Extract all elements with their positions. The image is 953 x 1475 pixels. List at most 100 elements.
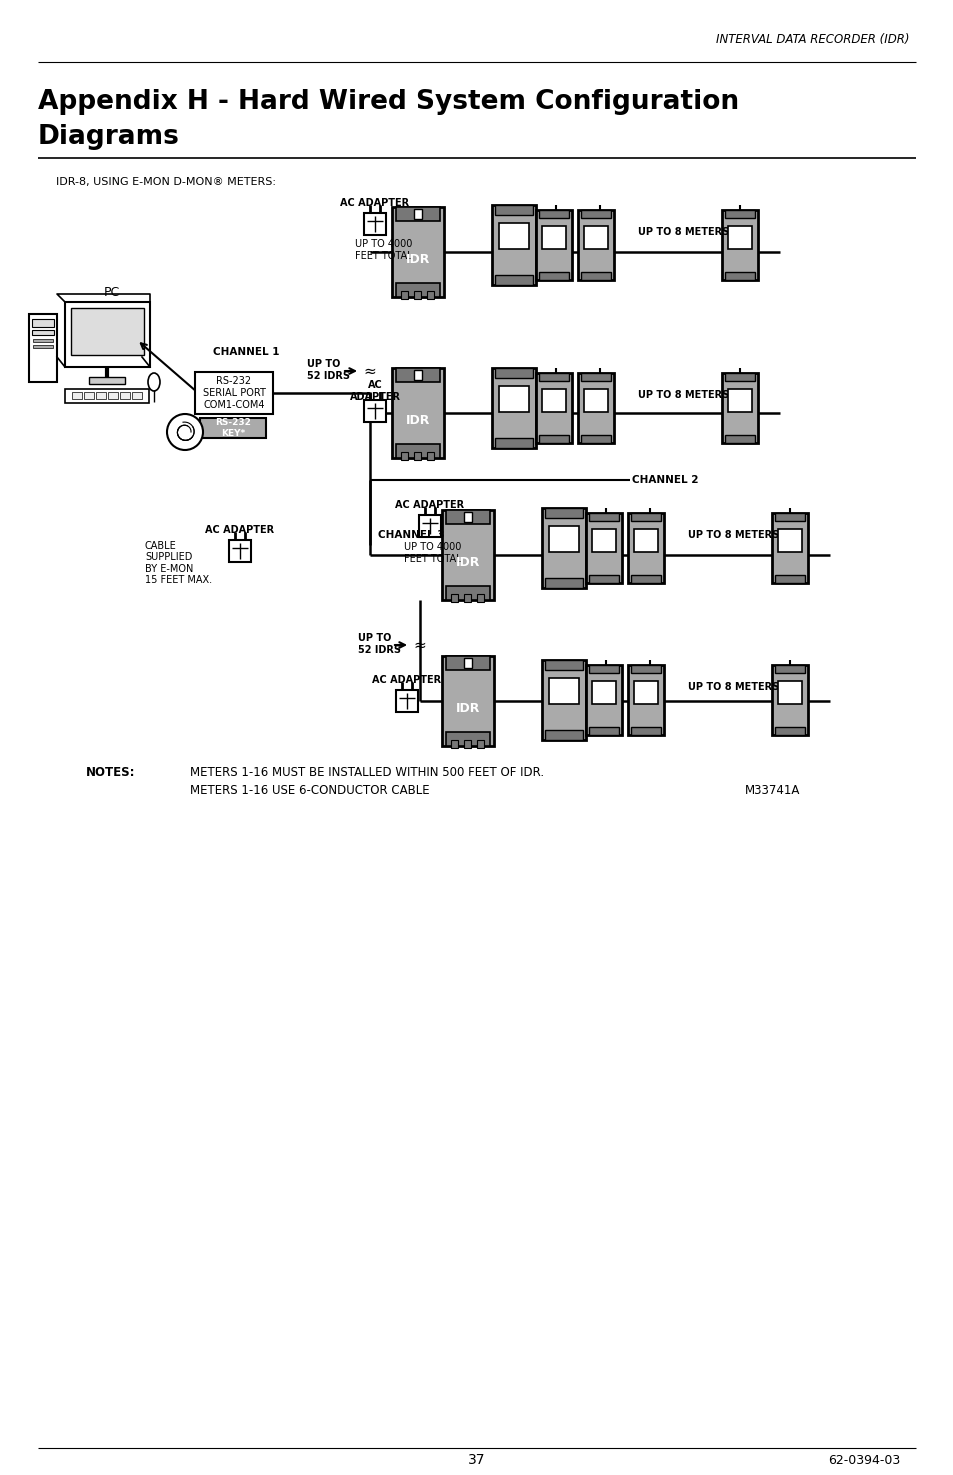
Bar: [427, 451, 434, 460]
Text: UP TO 8 METERS: UP TO 8 METERS: [687, 681, 779, 692]
Bar: [580, 271, 610, 280]
Bar: [427, 291, 434, 299]
Bar: [578, 209, 614, 280]
Bar: [32, 330, 54, 335]
Text: CHANNEL 3: CHANNEL 3: [377, 530, 444, 540]
Bar: [200, 417, 266, 438]
Text: AC ADAPTER: AC ADAPTER: [372, 676, 441, 684]
Bar: [89, 378, 125, 384]
Bar: [724, 271, 754, 280]
Bar: [771, 665, 807, 735]
Bar: [71, 392, 82, 400]
Bar: [724, 209, 754, 218]
Bar: [65, 302, 150, 367]
Text: CHANNEL 1: CHANNEL 1: [213, 347, 280, 357]
Bar: [627, 513, 663, 583]
Text: CHANNEL 2: CHANNEL 2: [631, 475, 698, 485]
Bar: [724, 435, 754, 442]
Bar: [463, 594, 471, 602]
Bar: [84, 392, 94, 400]
Bar: [585, 513, 621, 583]
Bar: [495, 274, 533, 285]
Bar: [463, 740, 471, 748]
Text: AC ADAPTER: AC ADAPTER: [205, 525, 274, 535]
Text: INTERVAL DATA RECORDER (IDR): INTERVAL DATA RECORDER (IDR): [716, 34, 909, 47]
Bar: [414, 209, 421, 218]
Bar: [229, 540, 251, 562]
Bar: [627, 665, 663, 735]
Bar: [771, 513, 807, 583]
Bar: [538, 209, 568, 218]
Text: ≈: ≈: [413, 637, 425, 652]
Bar: [580, 435, 610, 442]
Bar: [548, 678, 578, 704]
Text: UP TO 8 METERS: UP TO 8 METERS: [687, 530, 779, 540]
Bar: [492, 367, 536, 448]
Bar: [194, 372, 273, 414]
Bar: [592, 530, 616, 552]
Bar: [588, 575, 618, 583]
Bar: [541, 507, 585, 589]
Text: AC ADAPTER: AC ADAPTER: [395, 500, 464, 510]
Text: M33741A: M33741A: [744, 785, 800, 798]
Text: 37: 37: [468, 1453, 485, 1468]
Bar: [476, 740, 483, 748]
Bar: [414, 370, 421, 381]
Circle shape: [167, 414, 203, 450]
Bar: [495, 205, 533, 215]
Text: Diagrams: Diagrams: [38, 124, 180, 150]
Bar: [630, 727, 660, 735]
Bar: [400, 291, 408, 299]
Bar: [364, 212, 386, 235]
Bar: [495, 438, 533, 448]
Bar: [588, 665, 618, 673]
Bar: [33, 339, 53, 342]
Bar: [395, 283, 439, 296]
Bar: [414, 451, 420, 460]
Bar: [451, 594, 457, 602]
Bar: [446, 732, 490, 746]
Bar: [778, 530, 801, 552]
Bar: [721, 209, 758, 280]
Bar: [541, 226, 565, 249]
Bar: [541, 389, 565, 412]
Bar: [588, 727, 618, 735]
Bar: [400, 451, 408, 460]
Text: IDR: IDR: [405, 252, 430, 266]
Bar: [463, 658, 472, 668]
Text: RS-232
SERIAL PORT
COM1-COM4: RS-232 SERIAL PORT COM1-COM4: [202, 376, 265, 410]
Bar: [630, 665, 660, 673]
Bar: [446, 510, 490, 524]
Text: RS-232
KEY*: RS-232 KEY*: [214, 419, 251, 438]
Bar: [476, 594, 483, 602]
Ellipse shape: [148, 373, 160, 391]
Bar: [634, 681, 658, 704]
Bar: [630, 575, 660, 583]
Text: UP TO 8 METERS: UP TO 8 METERS: [638, 227, 728, 237]
Text: IDR: IDR: [456, 702, 479, 715]
Text: ≈: ≈: [363, 363, 375, 379]
Bar: [463, 512, 472, 522]
Bar: [727, 226, 751, 249]
Bar: [65, 389, 149, 403]
Bar: [578, 373, 614, 442]
Bar: [495, 367, 533, 378]
Bar: [548, 527, 578, 552]
Bar: [544, 578, 582, 589]
Bar: [541, 659, 585, 740]
Bar: [536, 373, 572, 442]
Bar: [580, 209, 610, 218]
Bar: [778, 681, 801, 704]
Text: 62-0394-03: 62-0394-03: [827, 1453, 899, 1466]
Text: PC: PC: [104, 286, 120, 298]
Bar: [724, 373, 754, 381]
Text: AC
ADAPTER: AC ADAPTER: [349, 381, 400, 401]
Bar: [392, 367, 443, 459]
Bar: [544, 507, 582, 518]
Bar: [498, 223, 529, 249]
Bar: [33, 345, 53, 348]
Bar: [395, 367, 439, 382]
Bar: [418, 515, 440, 537]
Bar: [774, 575, 804, 583]
Text: AC ADAPTER: AC ADAPTER: [340, 198, 409, 208]
